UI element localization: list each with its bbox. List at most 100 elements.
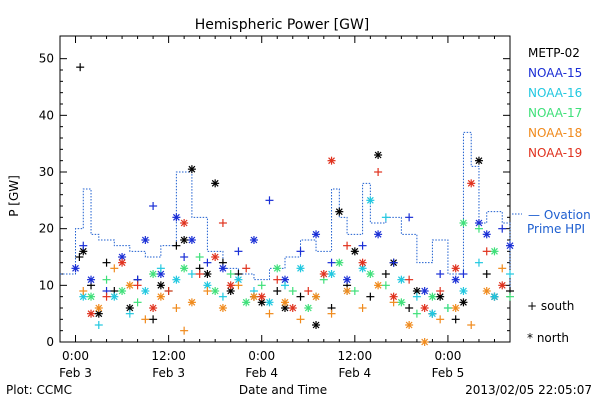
north-point-noaa-17 xyxy=(335,258,344,267)
marker-stroke xyxy=(118,253,126,261)
south-point-noaa-15 xyxy=(296,247,305,256)
south-point-noaa-15 xyxy=(79,241,88,250)
marker-stroke xyxy=(335,259,343,267)
north-point-noaa-18 xyxy=(94,304,103,312)
south-point-noaa-19 xyxy=(405,275,414,284)
south-point-metp-02 xyxy=(482,270,491,278)
north-point-noaa-15 xyxy=(420,287,429,295)
north-point-noaa-15 xyxy=(281,275,289,284)
y-axis: 0 10 20 30 40 50 xyxy=(39,52,510,349)
south-point-noaa-18 xyxy=(79,287,88,295)
marker-stroke xyxy=(289,304,297,312)
marker-stroke xyxy=(498,281,506,289)
y-tick-label: 20 xyxy=(39,222,54,236)
south-point-noaa-16 xyxy=(218,292,227,301)
north-point-noaa-16 xyxy=(397,275,406,284)
south-point-noaa-17 xyxy=(381,281,390,290)
south-point-metp-02 xyxy=(75,253,84,261)
marker-stroke xyxy=(157,270,165,278)
north-point-noaa-19 xyxy=(211,253,220,261)
south-point-noaa-16 xyxy=(474,258,483,267)
north-point-metp-02 xyxy=(350,247,359,256)
marker-stroke xyxy=(188,165,196,173)
marker-stroke xyxy=(335,208,343,216)
marker-stroke xyxy=(126,304,134,312)
marker-stroke xyxy=(157,281,165,289)
marker-stroke xyxy=(250,293,258,301)
south-point-noaa-17 xyxy=(350,287,359,295)
south-point-noaa-18 xyxy=(498,264,507,273)
north-point-noaa-16 xyxy=(459,287,468,295)
north-point-noaa-17 xyxy=(180,264,189,273)
north-point-noaa-18 xyxy=(343,287,352,295)
north-point-noaa-19 xyxy=(327,156,336,165)
marker-stroke xyxy=(320,270,328,278)
marker-stroke xyxy=(374,281,382,289)
legend-entry-noaa-18: NOAA-18 xyxy=(528,126,582,140)
marker-stroke xyxy=(359,259,367,267)
marker-stroke xyxy=(397,276,405,284)
south-point-noaa-16 xyxy=(156,264,165,273)
marker-stroke xyxy=(343,276,351,284)
south-point-noaa-15 xyxy=(459,270,468,278)
north-point-noaa-15 xyxy=(474,219,483,227)
marker-stroke xyxy=(149,270,157,278)
legend-entry-noaa-19: NOAA-19 xyxy=(528,146,582,160)
marker-stroke xyxy=(281,304,289,312)
north-point-noaa-17 xyxy=(428,292,437,301)
marker-stroke xyxy=(281,298,289,306)
marker-stroke xyxy=(149,304,157,312)
south-point-noaa-17 xyxy=(226,270,235,278)
x-tick-time-label: 0:00 xyxy=(434,349,461,363)
north-point-noaa-19 xyxy=(420,304,429,312)
north-point-noaa-16 xyxy=(490,292,499,301)
marker-stroke xyxy=(235,276,242,284)
x-tick-time-label: 0:00 xyxy=(62,349,89,363)
y-tick-label: 30 xyxy=(39,165,54,179)
north-point-noaa-19 xyxy=(389,292,398,301)
marker-stroke xyxy=(211,179,219,187)
north-point-noaa-19 xyxy=(467,179,476,188)
marker-stroke xyxy=(219,304,227,312)
north-point-noaa-17 xyxy=(149,270,158,278)
north-point-noaa-19 xyxy=(288,304,297,312)
legend: METP-02 NOAA-15 NOAA-16 NOAA-17 NOAA-18 NOAA-… xyxy=(512,46,582,215)
south-point-metp-02 xyxy=(273,287,282,295)
y-tick-label: 0 xyxy=(46,335,54,349)
south-point-noaa-19 xyxy=(102,292,111,301)
marker-stroke xyxy=(281,276,289,284)
x-tick-date-label: Feb 4 xyxy=(338,366,371,380)
north-point-noaa-17 xyxy=(118,287,127,295)
north-point-noaa-18 xyxy=(281,298,289,307)
marker-stroke xyxy=(436,293,444,301)
south-point-noaa-16 xyxy=(412,292,421,301)
marker-stroke xyxy=(312,293,320,301)
y-tick-label: 50 xyxy=(39,52,54,66)
south-point-noaa-18 xyxy=(180,326,189,335)
south-point-noaa-15 xyxy=(149,202,158,210)
south-point-noaa-18 xyxy=(358,304,367,312)
x-tick-date-label: Feb 3 xyxy=(59,366,92,380)
south-point-noaa-16 xyxy=(125,309,134,318)
plot-timestamp: 2013/02/05 22:05:07 xyxy=(465,383,592,397)
north-point-noaa-17 xyxy=(366,270,375,278)
north-point-noaa-17 xyxy=(273,264,282,273)
marker-stroke xyxy=(397,298,405,306)
south-point-metp-02 xyxy=(172,241,181,250)
legend-entry-metp-02: METP-02 xyxy=(528,46,580,60)
south-point-noaa-17 xyxy=(102,275,111,284)
south-point-noaa-15 xyxy=(265,196,274,205)
south-point-metp-02 xyxy=(381,270,390,278)
south-point-metp-02 xyxy=(296,292,305,301)
north-point-noaa-19 xyxy=(498,281,507,290)
y-tick-label: 10 xyxy=(39,278,54,292)
marker-stroke xyxy=(405,321,413,329)
south-point-noaa-18 xyxy=(234,281,243,290)
marker-stroke xyxy=(467,179,475,187)
legend-entry-noaa-15: NOAA-15 xyxy=(528,66,582,80)
marker-stroke xyxy=(95,304,103,312)
north-point-noaa-19 xyxy=(257,292,266,301)
north-point-metp-02 xyxy=(211,179,220,188)
north-point-noaa-18 xyxy=(312,292,321,301)
